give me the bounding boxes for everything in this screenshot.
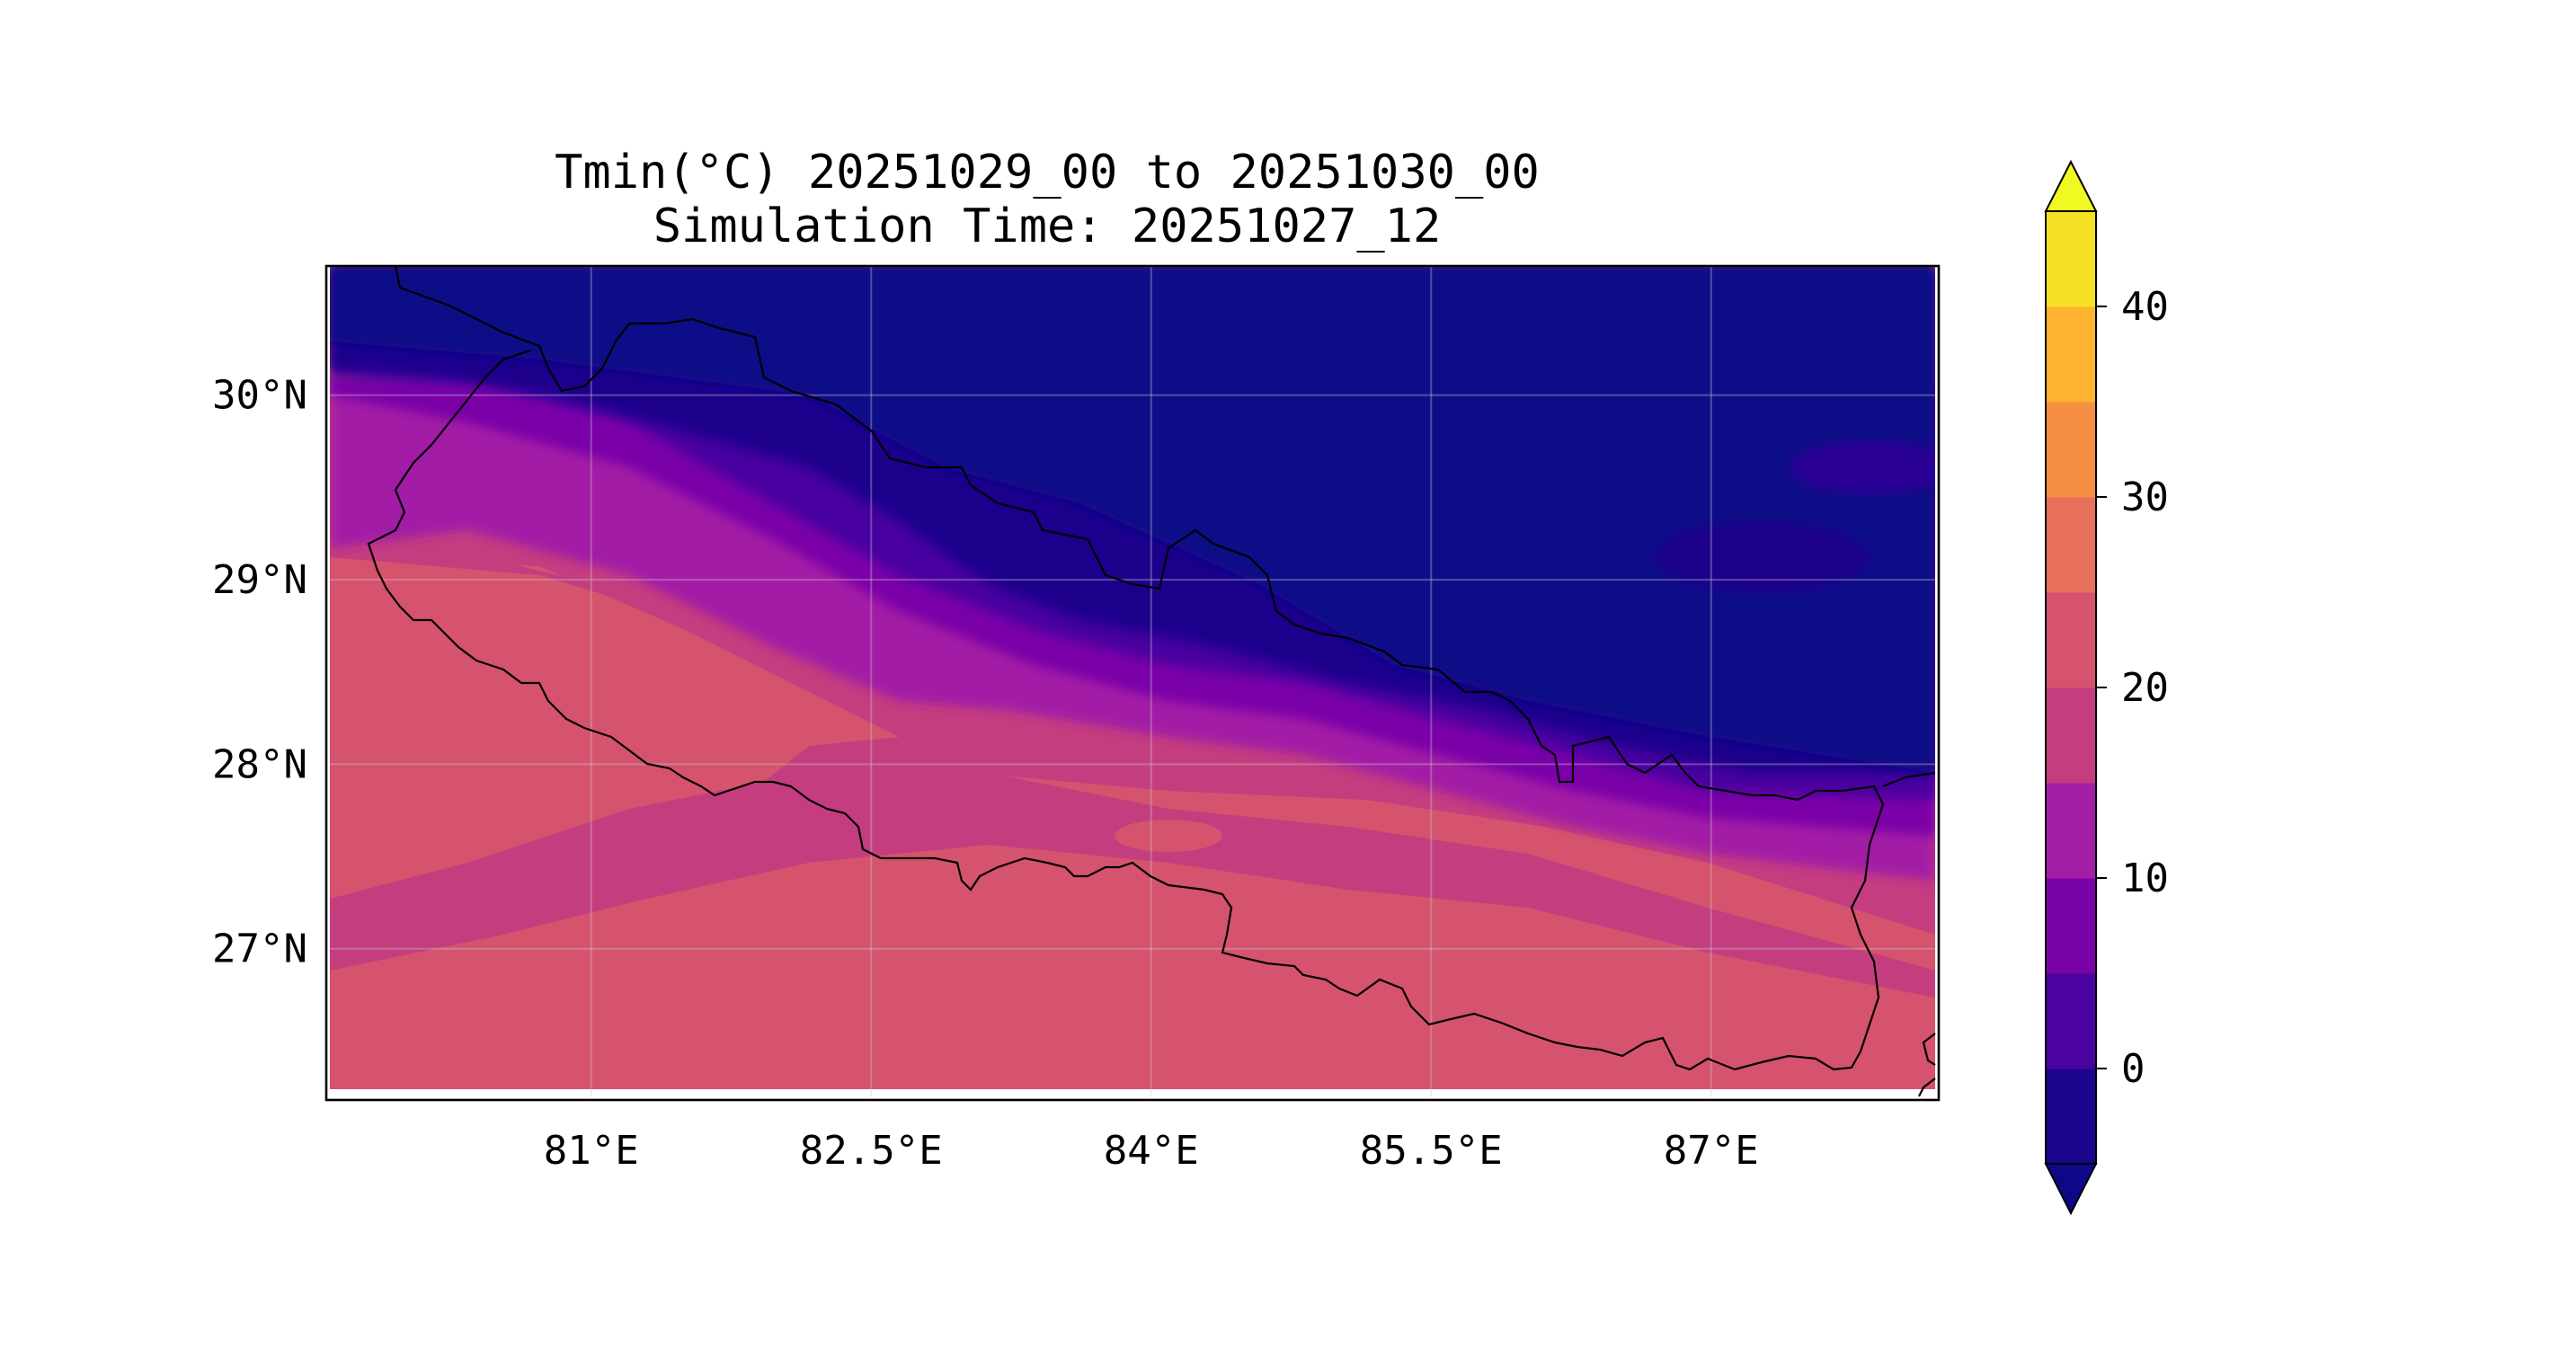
colorbar-segment — [2046, 497, 2096, 593]
patch — [575, 748, 683, 780]
colorbar-segment — [2046, 211, 2096, 307]
x-tick-label: 82.5°E — [800, 1128, 943, 1174]
colorbar-tick-label: 20 — [2121, 665, 2169, 711]
colorbar-segment — [2046, 402, 2096, 498]
x-tick-label: 84°E — [1104, 1128, 1199, 1174]
x-tick-label: 85.5°E — [1360, 1128, 1503, 1174]
border-fragment-east — [1882, 771, 1936, 1097]
colorbar: 0 10 20 30 40 — [2044, 159, 2169, 1216]
y-tick-label: 29°N — [212, 557, 307, 603]
y-tick-label: 30°N — [212, 373, 307, 419]
x-tick-label: 87°E — [1664, 1128, 1759, 1174]
patch — [647, 701, 719, 737]
colorbar-segment — [2046, 878, 2096, 974]
y-axis-ticks: 30°N 29°N 28°N 27°N — [212, 373, 307, 972]
colorbar-segment — [2046, 1069, 2096, 1165]
y-tick-label: 28°N — [212, 741, 307, 787]
x-axis-ticks: 81°E 82.5°E 84°E 85.5°E 87°E — [544, 1128, 1759, 1174]
colorbar-tick-label: 30 — [2121, 474, 2169, 520]
patch — [1654, 521, 1870, 593]
band-under — [330, 266, 1935, 773]
colorbar-extend-max — [2044, 159, 2098, 212]
colorbar-segment — [2046, 306, 2096, 403]
nepal-border — [367, 265, 1885, 1071]
map-subtitle: Simulation Time: 20251027_12 — [653, 200, 1442, 253]
map-title: Tmin(°C) 20251029_00 to 20251030_00 — [555, 146, 1540, 200]
map-frame — [324, 264, 1941, 1102]
y-tick-label: 27°N — [212, 927, 307, 972]
gridlines — [330, 266, 1935, 1096]
nodata-strip — [330, 1089, 1935, 1096]
colorbar-segment — [2046, 783, 2096, 879]
patch — [1115, 820, 1222, 852]
patch — [1789, 440, 1935, 494]
colorbar-extend-min — [2044, 1163, 2098, 1216]
colorbar-tick-label: 0 — [2121, 1046, 2145, 1092]
colorbar-tick-label: 40 — [2121, 284, 2169, 330]
colorbar-segment — [2046, 592, 2096, 688]
x-tick-label: 81°E — [544, 1128, 639, 1174]
temperature-field — [330, 266, 1935, 1096]
colorbar-tick-label: 10 — [2121, 856, 2169, 901]
colorbar-segment — [2046, 973, 2096, 1069]
colorbar-segment — [2046, 687, 2096, 784]
